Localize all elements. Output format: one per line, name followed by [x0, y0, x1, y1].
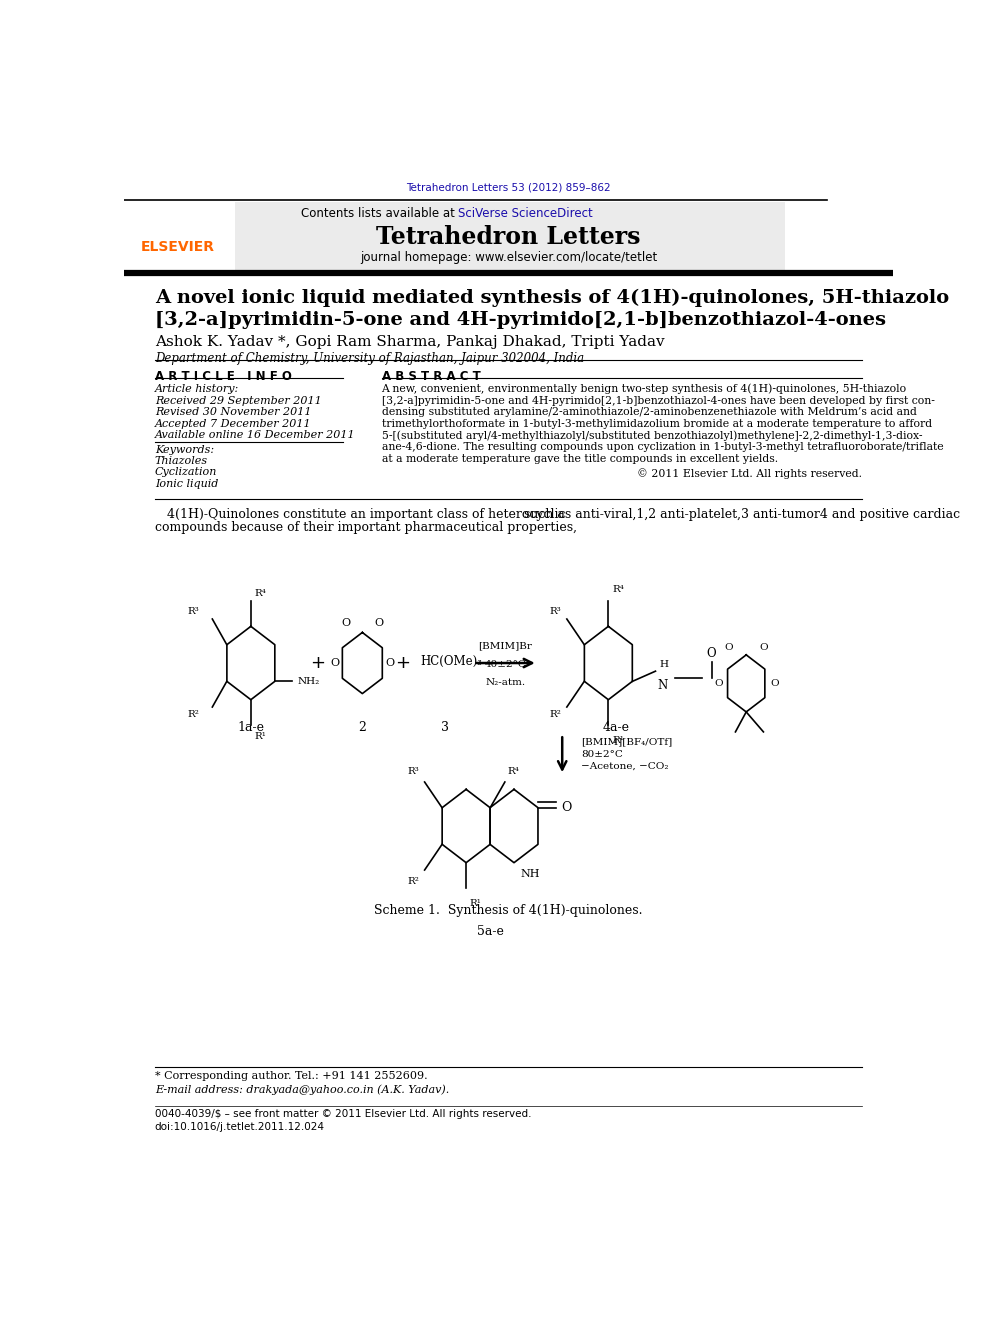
- Text: [BMIM]Br: [BMIM]Br: [478, 640, 533, 650]
- Text: R⁴: R⁴: [508, 766, 520, 775]
- Text: R²: R²: [407, 877, 419, 885]
- Text: H: H: [660, 660, 669, 669]
- Text: © 2011 Elsevier Ltd. All rights reserved.: © 2011 Elsevier Ltd. All rights reserved…: [637, 468, 862, 479]
- Text: Thiazoles: Thiazoles: [155, 456, 208, 466]
- Text: [3,2-a]pyrimidin-5-one and 4H-pyrimido[2,1-b]benzothiazol-4-ones: [3,2-a]pyrimidin-5-one and 4H-pyrimido[2…: [155, 311, 886, 328]
- Text: A R T I C L E   I N F O: A R T I C L E I N F O: [155, 369, 292, 382]
- Text: Department of Chemistry, University of Rajasthan, Jaipur 302004, India: Department of Chemistry, University of R…: [155, 352, 584, 365]
- Text: Cyclization: Cyclization: [155, 467, 217, 478]
- Text: A B S T R A C T: A B S T R A C T: [382, 369, 480, 382]
- Text: HC(OMe)₃: HC(OMe)₃: [420, 655, 482, 668]
- Text: 4(1H)-Quinolones constitute an important class of heterocyclic: 4(1H)-Quinolones constitute an important…: [155, 508, 565, 521]
- Text: 3: 3: [441, 721, 449, 734]
- Text: NH₂: NH₂: [298, 677, 320, 685]
- Text: Revised 30 November 2011: Revised 30 November 2011: [155, 407, 311, 417]
- Text: SciVerse ScienceDirect: SciVerse ScienceDirect: [458, 206, 593, 220]
- Text: 1a-e: 1a-e: [237, 721, 264, 734]
- Text: densing substituted arylamine/2-aminothiazole/2-aminobenzenethiazole with Meldru: densing substituted arylamine/2-aminothi…: [382, 407, 917, 417]
- Text: [BMIM][BF₄/OTf]: [BMIM][BF₄/OTf]: [581, 737, 673, 746]
- Text: O: O: [386, 658, 395, 668]
- Text: +: +: [310, 654, 325, 672]
- Text: ane-4,6-dione. The resulting compounds upon cyclization in 1-butyl-3-methyl tetr: ane-4,6-dione. The resulting compounds u…: [382, 442, 943, 452]
- Text: R¹: R¹: [255, 732, 267, 741]
- Text: Tetrahedron Letters: Tetrahedron Letters: [376, 225, 641, 249]
- Text: 4a-e: 4a-e: [602, 721, 630, 734]
- Text: 5a-e: 5a-e: [477, 925, 504, 938]
- Text: O: O: [770, 679, 779, 688]
- FancyBboxPatch shape: [235, 201, 786, 271]
- Text: R¹: R¹: [612, 736, 624, 745]
- Text: Ashok K. Yadav *, Gopi Ram Sharma, Pankaj Dhakad, Tripti Yadav: Ashok K. Yadav *, Gopi Ram Sharma, Panka…: [155, 335, 665, 349]
- Text: R²: R²: [550, 710, 561, 718]
- Text: Ionic liquid: Ionic liquid: [155, 479, 218, 488]
- Text: Article history:: Article history:: [155, 384, 239, 394]
- Text: NH: NH: [521, 869, 540, 878]
- Text: such as anti-viral,1,2 anti-platelet,3 anti-tumor4 and positive cardiac: such as anti-viral,1,2 anti-platelet,3 a…: [524, 508, 960, 521]
- Text: compounds because of their important pharmaceutical properties,: compounds because of their important pha…: [155, 521, 576, 534]
- Text: Keywords:: Keywords:: [155, 445, 214, 455]
- Text: 40±2°C: 40±2°C: [484, 660, 527, 668]
- Text: A novel ionic liquid mediated synthesis of 4(1H)-quinolones, 5H-thiazolo: A novel ionic liquid mediated synthesis …: [155, 290, 949, 307]
- Text: journal homepage: www.elsevier.com/locate/tetlet: journal homepage: www.elsevier.com/locat…: [360, 251, 657, 265]
- Text: Received 29 September 2011: Received 29 September 2011: [155, 396, 321, 406]
- Text: O: O: [725, 643, 733, 652]
- Text: O: O: [374, 618, 383, 628]
- Text: 0040-4039/$ – see front matter © 2011 Elsevier Ltd. All rights reserved.: 0040-4039/$ – see front matter © 2011 El…: [155, 1109, 532, 1119]
- Text: Scheme 1.  Synthesis of 4(1H)-quinolones.: Scheme 1. Synthesis of 4(1H)-quinolones.: [374, 905, 643, 917]
- Text: O: O: [330, 658, 339, 668]
- Text: R⁴: R⁴: [255, 589, 267, 598]
- Text: [3,2-a]pyrimidin-5-one and 4H-pyrimido[2,1-b]benzothiazol-4-ones have been devel: [3,2-a]pyrimidin-5-one and 4H-pyrimido[2…: [382, 396, 934, 406]
- Text: Tetrahedron Letters 53 (2012) 859–862: Tetrahedron Letters 53 (2012) 859–862: [406, 183, 611, 192]
- Text: O: O: [759, 643, 768, 652]
- Text: N₂-atm.: N₂-atm.: [485, 679, 526, 688]
- Text: +: +: [395, 654, 410, 672]
- Text: 80±2°C: 80±2°C: [581, 750, 623, 758]
- Text: −Acetone, −CO₂: −Acetone, −CO₂: [581, 762, 669, 771]
- Text: 2: 2: [358, 721, 366, 734]
- Text: N: N: [658, 679, 668, 692]
- Text: Available online 16 December 2011: Available online 16 December 2011: [155, 430, 355, 439]
- Text: O: O: [561, 802, 571, 814]
- Text: A new, convenient, environmentally benign two-step synthesis of 4(1H)-quinolones: A new, convenient, environmentally benig…: [382, 384, 907, 394]
- Text: R³: R³: [408, 766, 419, 775]
- Text: 5-[(substituted aryl/4-methylthiazolyl/substituted benzothiazolyl)methylene]-2,2: 5-[(substituted aryl/4-methylthiazolyl/s…: [382, 431, 922, 442]
- Text: E-mail address: drakyada@yahoo.co.in (A.K. Yadav).: E-mail address: drakyada@yahoo.co.in (A.…: [155, 1085, 449, 1095]
- Text: O: O: [341, 618, 351, 628]
- Text: R³: R³: [187, 607, 198, 617]
- Text: O: O: [714, 679, 722, 688]
- Text: R²: R²: [187, 710, 198, 718]
- Text: O: O: [706, 647, 716, 660]
- Text: trimethylorthoformate in 1-butyl-3-methylimidazolium bromide at a moderate tempe: trimethylorthoformate in 1-butyl-3-methy…: [382, 419, 931, 429]
- Text: R¹: R¹: [470, 898, 482, 908]
- Text: R³: R³: [550, 607, 561, 617]
- Text: doi:10.1016/j.tetlet.2011.12.024: doi:10.1016/j.tetlet.2011.12.024: [155, 1122, 324, 1132]
- Text: R⁴: R⁴: [612, 585, 624, 594]
- Text: ELSEVIER: ELSEVIER: [141, 241, 215, 254]
- Text: Contents lists available at: Contents lists available at: [301, 206, 458, 220]
- Text: * Corresponding author. Tel.: +91 141 2552609.: * Corresponding author. Tel.: +91 141 25…: [155, 1070, 428, 1081]
- Text: Accepted 7 December 2011: Accepted 7 December 2011: [155, 418, 311, 429]
- Text: at a moderate temperature gave the title compounds in excellent yields.: at a moderate temperature gave the title…: [382, 454, 778, 464]
